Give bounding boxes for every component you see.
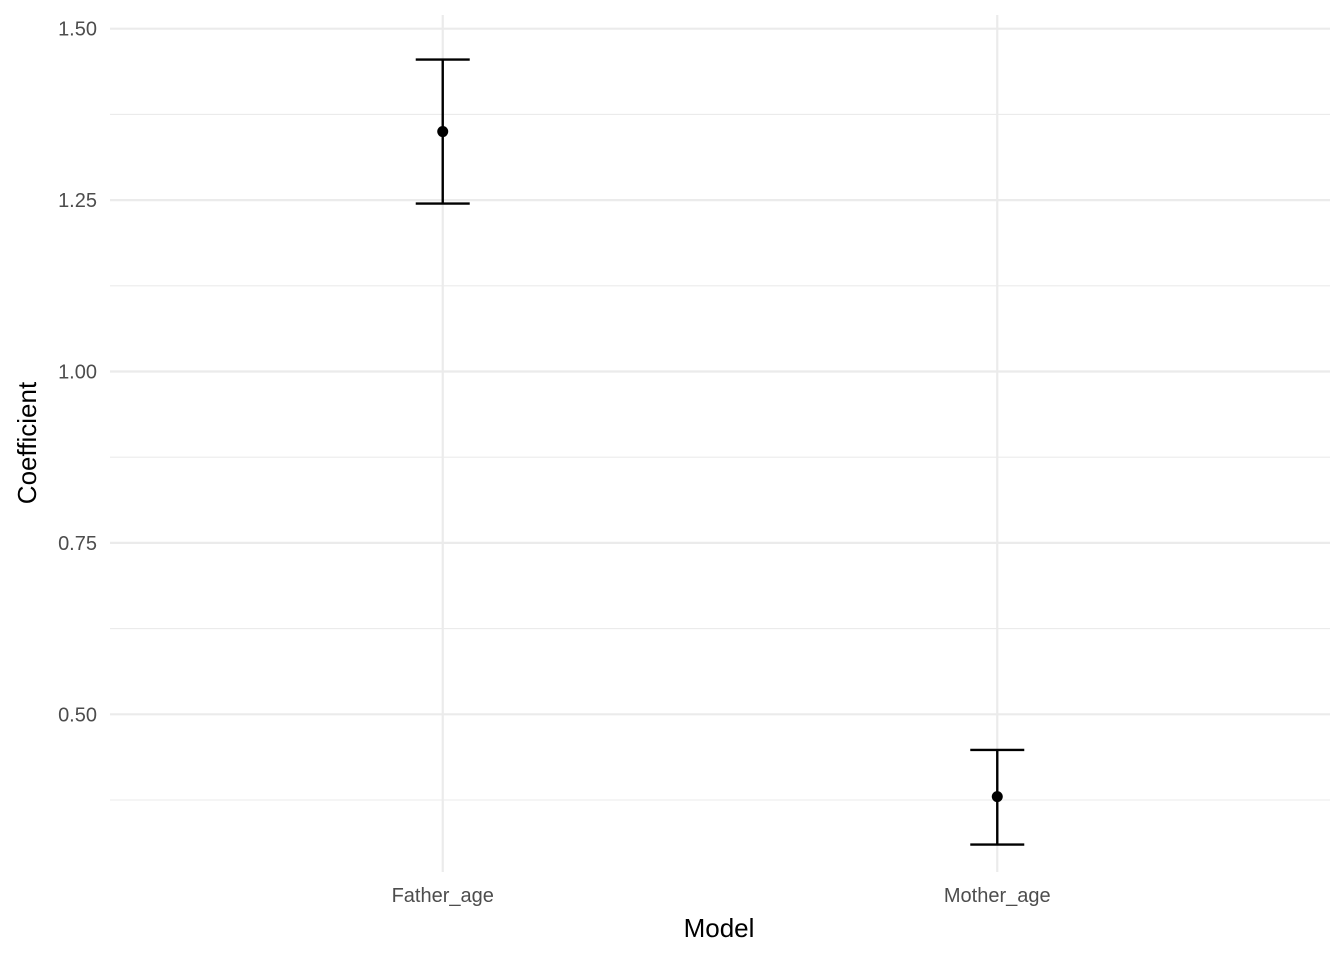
y-tick-label: 1.25 (58, 190, 97, 212)
estimate-point (991, 791, 1003, 803)
estimate-point (437, 126, 449, 138)
x-axis-title: Model (684, 913, 755, 943)
x-tick-label: Mother_age (944, 885, 1051, 907)
y-tick-label: 0.50 (58, 704, 97, 726)
marks (415, 58, 1025, 846)
errorbar-mother-age (970, 748, 1025, 846)
y-axis-title: Coefficient (12, 381, 42, 504)
grid (110, 15, 1330, 872)
y-tick-label: 1.50 (58, 19, 97, 41)
x-tick-label: Father_age (392, 885, 494, 907)
y-tick-labels: 0.50 0.75 1.00 1.25 1.50 (58, 19, 97, 727)
y-tick-label: 0.75 (58, 533, 97, 555)
x-tick-labels: Father_age Mother_age (392, 885, 1051, 907)
y-tick-label: 1.00 (58, 362, 97, 384)
errorbar-father-age (415, 58, 470, 205)
